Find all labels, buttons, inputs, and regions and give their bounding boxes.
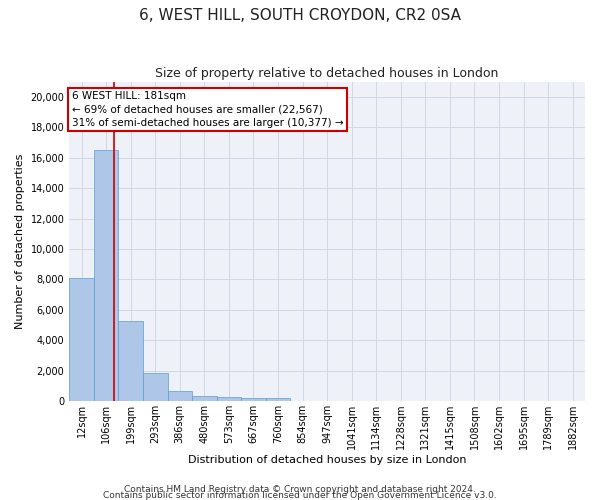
Bar [241, 398, 266, 401]
Text: Contains public sector information licensed under the Open Government Licence v3: Contains public sector information licen… [103, 490, 497, 500]
Text: 6, WEST HILL, SOUTH CROYDON, CR2 0SA: 6, WEST HILL, SOUTH CROYDON, CR2 0SA [139, 8, 461, 22]
Bar [69, 278, 94, 401]
Bar [118, 320, 143, 401]
Y-axis label: Number of detached properties: Number of detached properties [15, 154, 25, 329]
Text: 6 WEST HILL: 181sqm
← 69% of detached houses are smaller (22,567)
31% of semi-de: 6 WEST HILL: 181sqm ← 69% of detached ho… [72, 92, 343, 128]
Bar [217, 397, 241, 401]
Bar [266, 398, 290, 401]
Bar [167, 390, 192, 401]
Text: Contains HM Land Registry data © Crown copyright and database right 2024.: Contains HM Land Registry data © Crown c… [124, 484, 476, 494]
Bar [143, 373, 167, 401]
X-axis label: Distribution of detached houses by size in London: Distribution of detached houses by size … [188, 455, 466, 465]
Bar [94, 150, 118, 401]
Title: Size of property relative to detached houses in London: Size of property relative to detached ho… [155, 68, 499, 80]
Bar [192, 396, 217, 401]
